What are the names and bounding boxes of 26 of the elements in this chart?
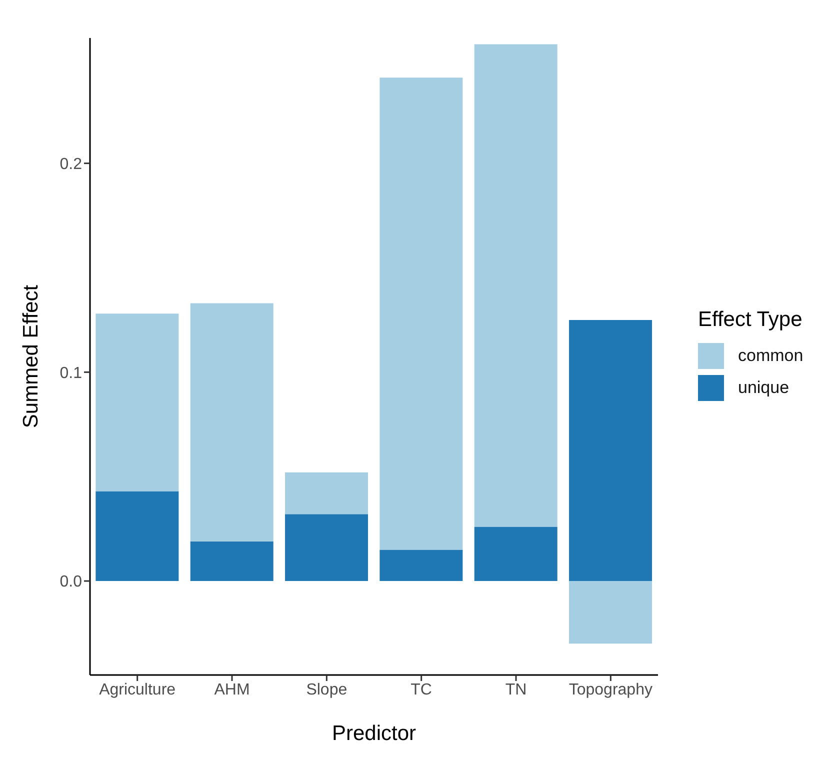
x-tick-label: AHM xyxy=(214,681,250,698)
bar xyxy=(285,472,368,514)
bar xyxy=(96,491,179,582)
bar xyxy=(569,581,652,644)
y-tick-label: 0.1 xyxy=(60,364,82,382)
legend-label: unique xyxy=(738,378,790,398)
bar xyxy=(190,303,274,542)
bar xyxy=(380,78,463,550)
bar xyxy=(190,541,274,582)
legend-label: common xyxy=(738,346,804,366)
x-tick-label: TC xyxy=(410,681,432,698)
bar xyxy=(96,314,179,492)
bar xyxy=(474,526,558,582)
y-tick-label: 0.2 xyxy=(60,156,82,173)
x-axis-title: Predictor xyxy=(332,722,416,745)
y-axis-title: Summed Effect xyxy=(19,284,42,428)
x-tick-label: TN xyxy=(505,681,527,698)
legend-title: Effect Type xyxy=(698,308,804,332)
bar xyxy=(380,550,463,582)
bar xyxy=(285,514,368,582)
x-tick-label: Topography xyxy=(568,681,652,698)
x-tick-label: Slope xyxy=(306,681,348,698)
y-tick-label: 0.0 xyxy=(60,574,82,591)
bar xyxy=(569,320,652,582)
bar xyxy=(474,44,558,527)
x-tick-label: Agriculture xyxy=(99,681,176,698)
